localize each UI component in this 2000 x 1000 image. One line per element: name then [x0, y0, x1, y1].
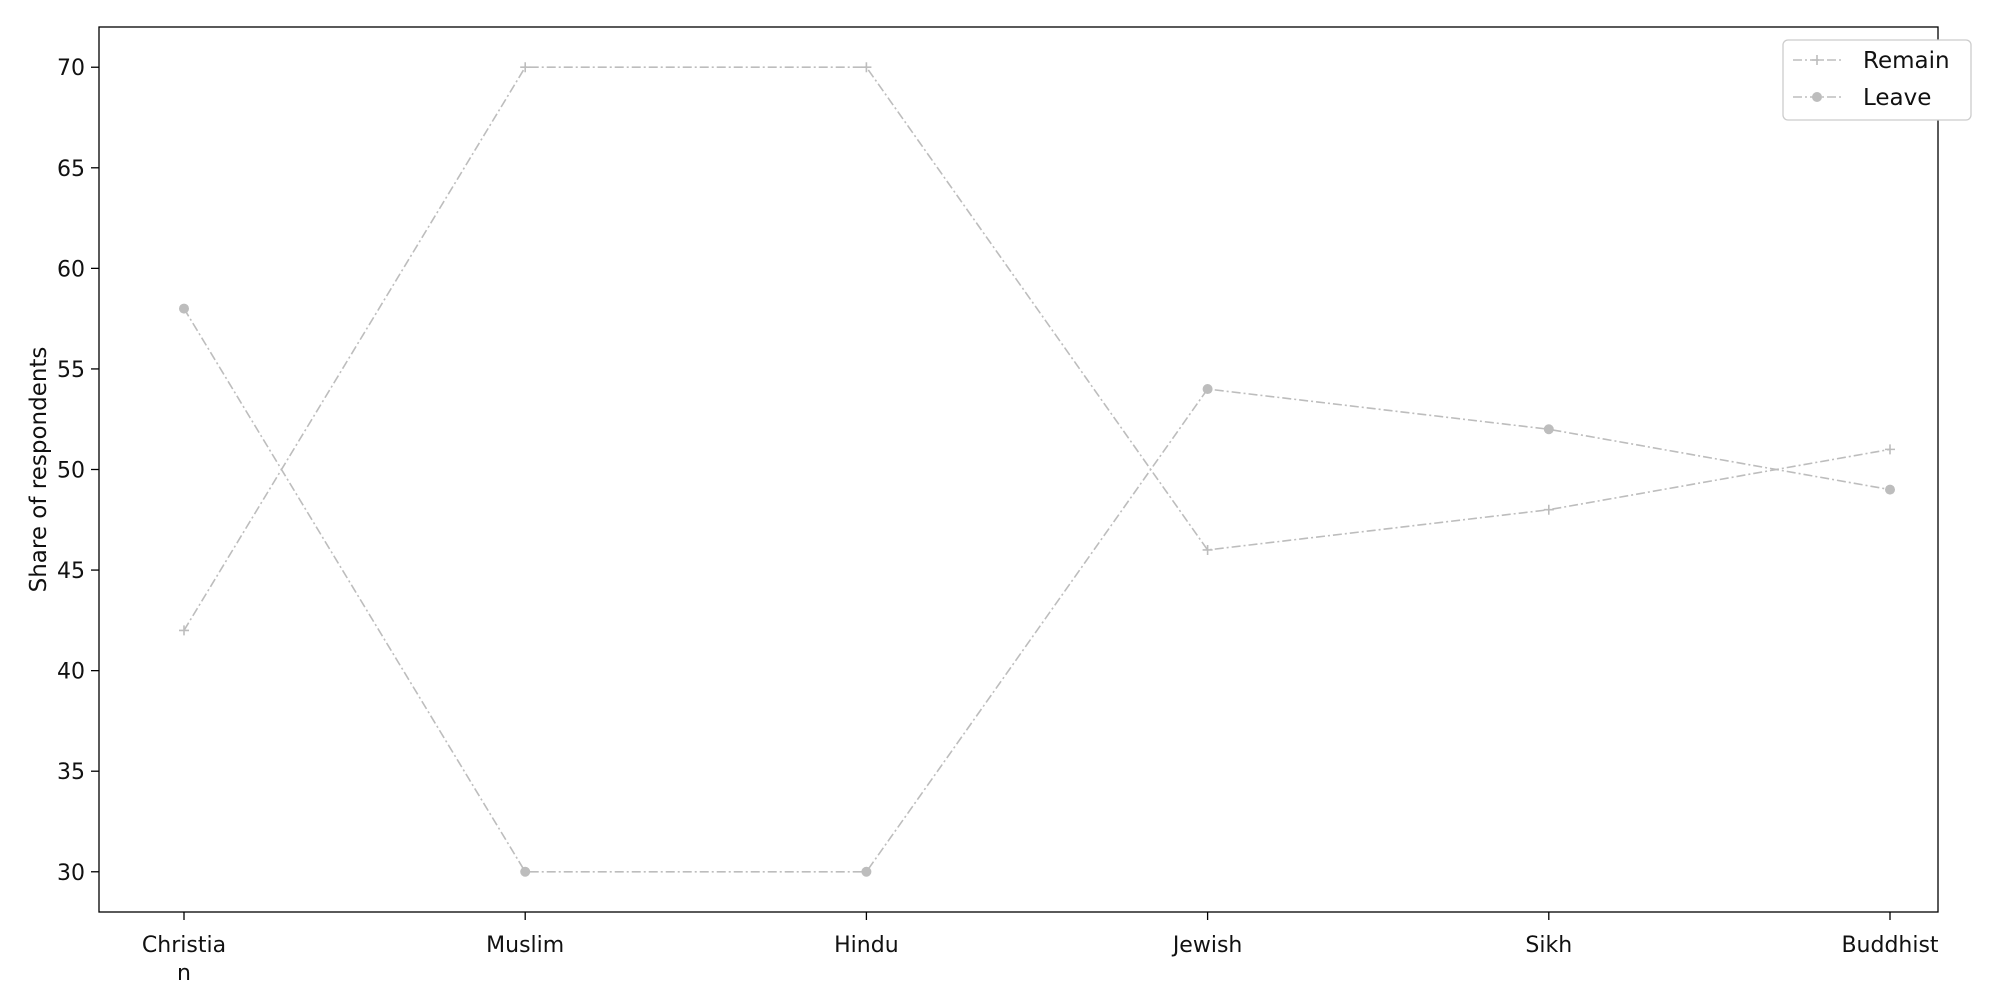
y-tick-label: 65	[57, 157, 85, 182]
data-point	[1202, 544, 1213, 555]
plot-frame	[98, 26, 1939, 913]
data-point	[861, 62, 872, 73]
legend-label: Leave	[1863, 85, 1931, 111]
data-point	[1885, 444, 1895, 455]
legend-label: Remain	[1863, 48, 1950, 74]
data-point	[1885, 484, 1895, 495]
x-tick-label: Jewish	[1171, 933, 1243, 958]
series-remain	[179, 62, 1895, 636]
legend-marker	[1812, 92, 1822, 102]
y-tick-label: 55	[57, 358, 85, 383]
legend-entry-leave: Leave	[1793, 85, 1931, 111]
data-point	[179, 303, 189, 314]
data-point	[1543, 504, 1554, 515]
y-axis-label: Share of respondents	[26, 347, 52, 593]
y-tick-label: 40	[57, 660, 85, 685]
series-line	[183, 66, 1891, 631]
x-tick-label: Buddhist	[1841, 933, 1938, 958]
data-point	[520, 866, 531, 877]
y-tick-label: 30	[57, 861, 85, 886]
plot-area	[98, 26, 1939, 913]
x-axis: Christia n Muslim Hindu Jewish Sikh Buddhist	[142, 912, 1939, 986]
data-point	[179, 625, 189, 636]
legend: Remain Leave	[1782, 39, 1972, 121]
data-point	[1543, 424, 1554, 435]
y-axis: 30 35 40 45 50 55 60 65 70	[57, 56, 99, 886]
y-tick-label: 50	[57, 459, 85, 484]
x-tick-label: Hindu	[834, 933, 899, 958]
data-point	[1202, 384, 1213, 395]
series-leave	[179, 303, 1895, 877]
data-point	[520, 62, 531, 73]
y-tick-label: 35	[57, 760, 85, 785]
legend-entry-remain: Remain	[1793, 48, 1950, 74]
y-tick-label: 45	[57, 559, 85, 584]
x-tick-label: Sikh	[1525, 933, 1572, 958]
y-tick-label: 60	[57, 257, 85, 282]
x-tick-label: Christia n	[142, 933, 226, 986]
legend-marker	[1812, 55, 1822, 65]
y-tick-label: 70	[57, 56, 85, 81]
x-tick-label: Muslim	[486, 933, 564, 958]
series-line	[183, 308, 1891, 873]
data-point	[861, 866, 872, 877]
